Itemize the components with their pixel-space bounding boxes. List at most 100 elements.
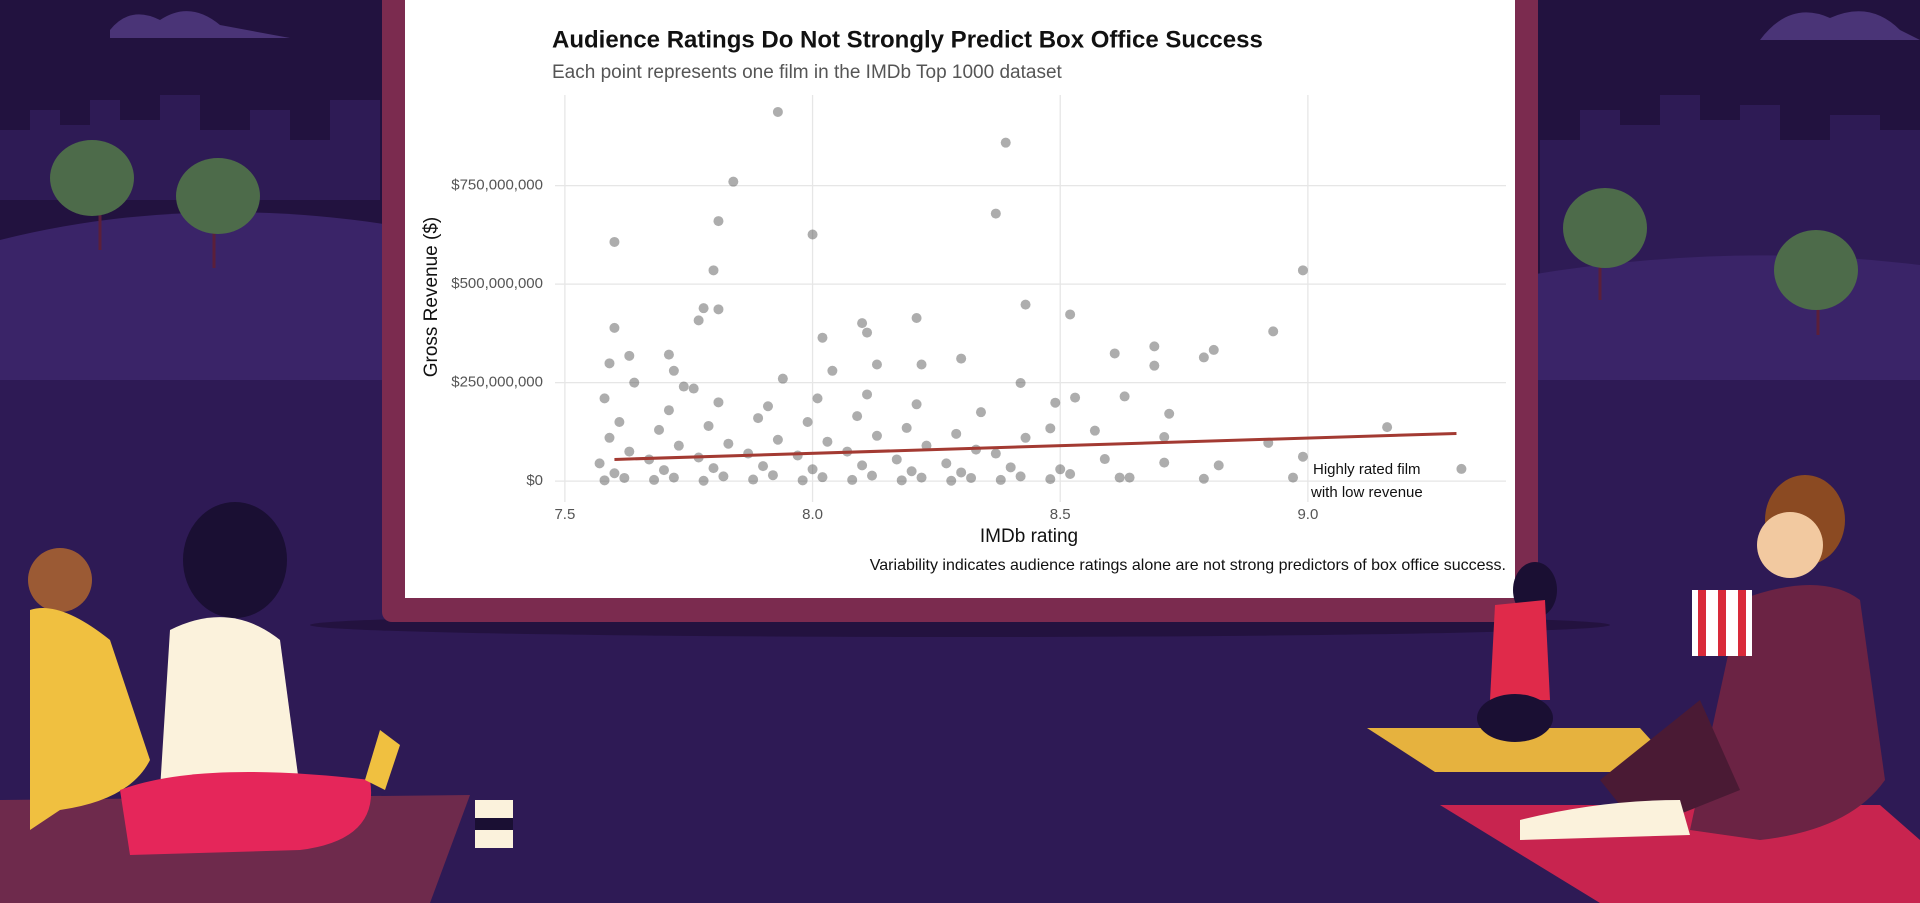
data-point <box>1199 474 1209 484</box>
data-point <box>669 366 679 376</box>
data-point <box>614 417 624 427</box>
data-point <box>600 393 610 403</box>
data-point <box>808 229 818 239</box>
data-point <box>867 471 877 481</box>
data-point <box>629 378 639 388</box>
data-point <box>1110 348 1120 358</box>
data-point <box>862 389 872 399</box>
x-tick-label: 9.0 <box>1297 506 1318 523</box>
data-point <box>743 449 753 459</box>
data-point <box>758 461 768 471</box>
x-axis-title: IMDb rating <box>980 526 1078 547</box>
y-tick-label: $250,000,000 <box>451 374 543 391</box>
x-tick-label: 7.5 <box>554 506 575 523</box>
data-point <box>604 358 614 368</box>
data-point <box>892 454 902 464</box>
data-point <box>852 411 862 421</box>
data-point <box>674 441 684 451</box>
data-point <box>604 433 614 443</box>
data-point <box>813 393 823 403</box>
data-point <box>912 399 922 409</box>
data-point <box>728 177 738 187</box>
data-point <box>912 313 922 323</box>
data-point <box>1164 409 1174 419</box>
data-point <box>1456 464 1466 474</box>
data-point <box>624 351 634 361</box>
data-point <box>1050 398 1060 408</box>
annotation: Highly rated film <box>1313 461 1421 478</box>
page: {"chart_data": { "type": "scatter", "tit… <box>0 0 1920 903</box>
data-point <box>808 464 818 474</box>
x-tick-label: 8.5 <box>1050 506 1071 523</box>
data-point <box>600 475 610 485</box>
data-point <box>907 466 917 476</box>
data-point <box>669 473 679 483</box>
data-point <box>659 465 669 475</box>
data-point <box>1125 473 1135 483</box>
data-point <box>713 304 723 314</box>
data-point <box>946 476 956 486</box>
data-point <box>1159 432 1169 442</box>
data-point <box>609 323 619 333</box>
data-point <box>857 318 867 328</box>
data-point <box>773 107 783 117</box>
data-point <box>956 354 966 364</box>
data-point <box>822 437 832 447</box>
x-tick-label: 8.0 <box>802 506 823 523</box>
data-point <box>664 405 674 415</box>
data-point <box>1070 393 1080 403</box>
data-point <box>1065 309 1075 319</box>
data-point <box>1016 471 1026 481</box>
data-point <box>1120 391 1130 401</box>
data-point <box>1149 341 1159 351</box>
y-axis-title: Gross Revenue ($) <box>421 217 442 378</box>
caption: Variability indicates audience ratings a… <box>870 557 1506 574</box>
data-point <box>1006 462 1016 472</box>
data-point <box>1065 469 1075 479</box>
data-point <box>976 407 986 417</box>
data-point <box>679 382 689 392</box>
data-point <box>917 473 927 483</box>
data-point <box>793 451 803 461</box>
data-point <box>817 472 827 482</box>
data-point <box>718 471 728 481</box>
data-point <box>991 449 1001 459</box>
data-point <box>1115 473 1125 483</box>
data-point <box>748 475 758 485</box>
data-point <box>1159 458 1169 468</box>
data-point <box>902 423 912 433</box>
data-point <box>595 458 605 468</box>
data-point <box>654 425 664 435</box>
data-point <box>1149 361 1159 371</box>
data-point <box>723 439 733 449</box>
scene: Audience Ratings Do Not Strongly Predict… <box>0 0 1920 903</box>
data-point <box>649 475 659 485</box>
data-point <box>704 421 714 431</box>
data-point <box>917 359 927 369</box>
data-point <box>619 473 629 483</box>
data-point <box>1298 452 1308 462</box>
data-point <box>941 458 951 468</box>
y-tick-label: $750,000,000 <box>451 177 543 194</box>
chart-subtitle: Each point represents one film in the IM… <box>552 62 1063 83</box>
data-point <box>1021 433 1031 443</box>
annotation: with low revenue <box>1310 484 1423 501</box>
data-point <box>709 265 719 275</box>
data-point <box>991 209 1001 219</box>
data-point <box>768 470 778 480</box>
data-point <box>1016 378 1026 388</box>
data-point <box>862 328 872 338</box>
data-point <box>1288 473 1298 483</box>
data-point <box>872 431 882 441</box>
y-tick-label: $500,000,000 <box>451 275 543 292</box>
data-point <box>609 237 619 247</box>
data-point <box>694 315 704 325</box>
data-point <box>798 475 808 485</box>
data-point <box>1100 454 1110 464</box>
data-point <box>827 366 837 376</box>
data-point <box>624 447 634 457</box>
data-point <box>1001 138 1011 148</box>
data-point <box>1045 423 1055 433</box>
data-point <box>847 475 857 485</box>
data-point <box>713 397 723 407</box>
